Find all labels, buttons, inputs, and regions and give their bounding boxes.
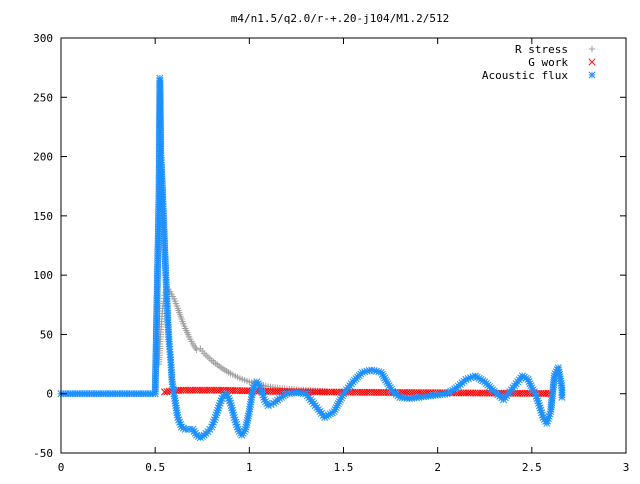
- marker-stroke: [235, 427, 243, 435]
- data-point: [193, 346, 200, 354]
- marker-stroke: [254, 380, 262, 388]
- x-tick-label: 1: [246, 461, 253, 474]
- x-tick-label: 3: [623, 461, 630, 474]
- marker-stroke: [190, 427, 198, 435]
- data-point: [528, 384, 536, 392]
- legend-label: Acoustic flux: [482, 69, 568, 82]
- x-tick-label: 0: [58, 461, 65, 474]
- y-tick-label: 300: [33, 32, 53, 45]
- x-tick-label: 0.5: [145, 461, 165, 474]
- x-tick-label: 2.5: [522, 461, 542, 474]
- legend-marker: [588, 45, 596, 53]
- y-tick-label: 50: [40, 328, 53, 341]
- marker-stroke: [588, 58, 596, 66]
- data-marks-layer: [57, 74, 566, 442]
- y-tick-label: 100: [33, 269, 53, 282]
- legend-marker: [588, 58, 596, 66]
- marker-stroke: [163, 388, 171, 396]
- marker-stroke: [262, 398, 270, 406]
- y-tick-label: 0: [46, 388, 53, 401]
- marker-stroke: [530, 388, 538, 396]
- data-point: [558, 393, 566, 401]
- legend-label: G work: [528, 56, 568, 69]
- marker-stroke: [255, 382, 263, 390]
- marker-stroke: [189, 425, 197, 433]
- marker-stroke: [383, 378, 391, 386]
- marker-stroke: [175, 386, 183, 395]
- marker-stroke: [378, 370, 386, 378]
- marker-stroke: [381, 374, 389, 382]
- legend-label: R stress: [515, 43, 568, 56]
- marker-stroke: [161, 388, 169, 396]
- marker-stroke: [588, 71, 596, 79]
- marker-stroke: [384, 380, 392, 388]
- marker-stroke: [234, 425, 242, 433]
- marker-stroke: [377, 368, 385, 376]
- x-tick-label: 2: [434, 461, 441, 474]
- y-tick-label: -50: [33, 447, 53, 460]
- marker-stroke: [558, 393, 566, 401]
- marker-stroke: [385, 382, 393, 390]
- y-tick-label: 250: [33, 91, 53, 104]
- marker-stroke: [528, 384, 536, 392]
- series-acoustic-flux: [57, 74, 566, 442]
- marker-stroke: [379, 372, 387, 380]
- marker-stroke: [263, 400, 271, 408]
- marker-stroke: [539, 413, 547, 421]
- marker-stroke: [529, 386, 537, 394]
- x-tick-label: 1.5: [334, 461, 354, 474]
- axes-layer: 0 0.5 1 1.5 2 2.5 3 300 250 200 150 100 50 0 -50: [33, 32, 629, 474]
- legend-marker: [588, 71, 596, 79]
- marker-stroke: [382, 376, 390, 384]
- marker-stroke: [260, 396, 268, 404]
- y-tick-label: 200: [33, 151, 53, 164]
- marker-stroke: [386, 383, 394, 392]
- marker-stroke: [253, 378, 261, 386]
- chart-title: m4/n1.5/q2.0/r-+.20-j104/M1.2/512: [231, 12, 450, 25]
- y-tick-label: 150: [33, 210, 53, 223]
